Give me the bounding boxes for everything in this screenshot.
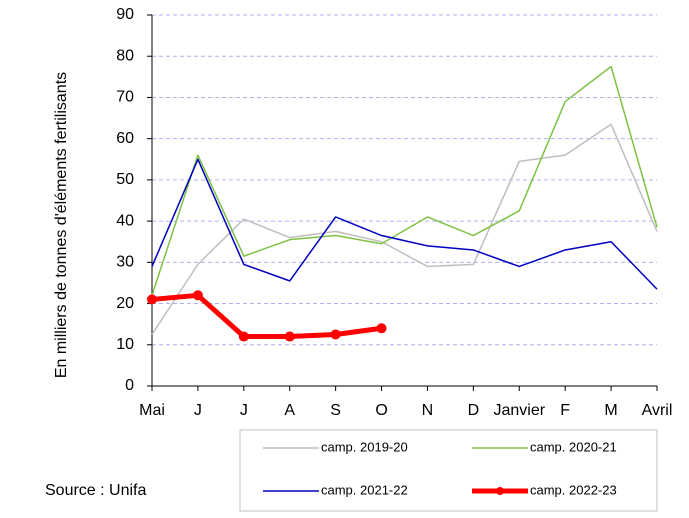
y-tick-label: 10: [116, 336, 134, 353]
x-tick-label: N: [422, 402, 434, 419]
source: Source : Unifa: [45, 482, 146, 499]
point: [376, 323, 387, 334]
legend-label: camp. 2019-20: [321, 439, 408, 454]
legend-label: camp. 2022-23: [530, 482, 617, 497]
y-tick-label: 40: [116, 212, 134, 229]
series-line: [151, 123, 658, 335]
y-tick-label: 20: [116, 295, 134, 312]
x-tick-label: M: [604, 402, 617, 419]
series-line: [151, 65, 658, 296]
y-tick-label: 50: [116, 171, 134, 188]
series-line: [151, 158, 658, 290]
y-axis-label: En milliers de tonnes d'éléments fertili…: [53, 72, 70, 378]
legend-marker: [496, 487, 504, 495]
point: [284, 331, 295, 342]
x-tick-label: Mai: [139, 402, 165, 419]
x-tick-label: F: [560, 402, 570, 419]
point: [330, 329, 341, 340]
legend-box: [239, 429, 658, 512]
x-tick-label: A: [284, 402, 295, 419]
point: [147, 294, 157, 305]
legend-label: camp. 2020-21: [530, 439, 617, 454]
x-tick-label: J: [240, 402, 248, 419]
y-tick-label: 0: [125, 377, 134, 394]
y-tick-label: 90: [116, 6, 134, 23]
x-tick-label: Janvier: [493, 402, 545, 419]
x-tick-label: O: [375, 402, 387, 419]
y-tick-label: 80: [116, 47, 134, 64]
x-tick-label: D: [468, 402, 480, 419]
x-tick-label: S: [330, 402, 341, 419]
series-line: [151, 292, 382, 340]
legend-label: camp. 2021-22: [321, 482, 408, 497]
x-tick-label: Avril: [642, 402, 673, 419]
y-tick-label: 30: [116, 254, 134, 271]
point: [192, 290, 203, 301]
point: [238, 331, 249, 342]
y-tick-label: 60: [116, 130, 134, 147]
x-tick-label: J: [194, 402, 202, 419]
y-tick-label: 70: [116, 89, 134, 106]
